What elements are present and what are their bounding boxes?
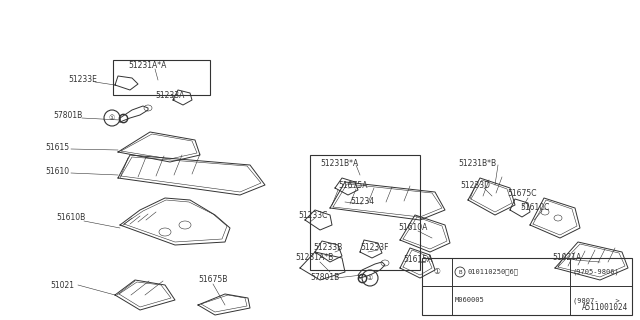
Text: 51231B*B: 51231B*B: [458, 158, 496, 167]
Text: 51021A: 51021A: [552, 253, 581, 262]
Text: 51675C: 51675C: [507, 189, 536, 198]
Text: 51231A*B: 51231A*B: [295, 253, 333, 262]
Bar: [113, 60, 210, 95]
Text: A511001024: A511001024: [582, 303, 628, 312]
Text: 51610B: 51610B: [56, 213, 85, 222]
Text: 51610: 51610: [45, 166, 69, 175]
Text: 51675B: 51675B: [198, 276, 227, 284]
Text: 51675A: 51675A: [338, 180, 367, 189]
Text: 51610C: 51610C: [520, 204, 549, 212]
Text: M060005: M060005: [455, 298, 484, 303]
Text: 51231B*A: 51231B*A: [320, 158, 358, 167]
Text: B: B: [458, 269, 462, 275]
Text: 51233A: 51233A: [155, 92, 184, 100]
Text: 51615: 51615: [45, 142, 69, 151]
Text: 57801B: 57801B: [310, 274, 339, 283]
Text: (9807-    >: (9807- >: [573, 297, 620, 304]
Bar: [310, 155, 420, 270]
Text: 51231A*A: 51231A*A: [128, 61, 166, 70]
Text: 51233E: 51233E: [68, 76, 97, 84]
Bar: [422, 258, 632, 315]
Text: 57801B: 57801B: [53, 111, 83, 121]
Text: ①: ①: [433, 268, 440, 276]
Text: 51233C: 51233C: [298, 211, 328, 220]
Text: 51233F: 51233F: [360, 244, 388, 252]
Text: 51615A: 51615A: [403, 255, 433, 265]
Text: ①: ①: [109, 115, 115, 121]
Text: 51233B: 51233B: [313, 244, 342, 252]
Text: ①: ①: [367, 275, 373, 281]
Text: (9705-9806): (9705-9806): [573, 269, 620, 275]
Text: 51021: 51021: [50, 281, 74, 290]
Text: 51610A: 51610A: [398, 223, 428, 233]
Text: 010110250（6）: 010110250（6）: [468, 269, 519, 275]
Text: 51234: 51234: [350, 197, 374, 206]
Text: 51233D: 51233D: [460, 181, 490, 190]
